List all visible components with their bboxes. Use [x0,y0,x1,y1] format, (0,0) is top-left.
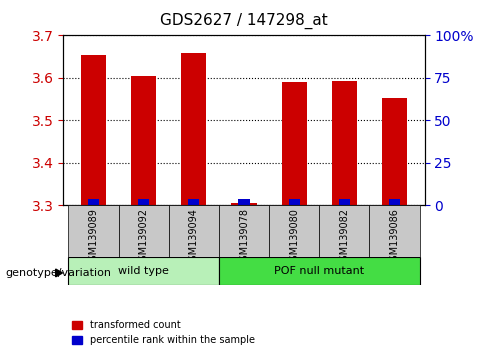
Text: wild type: wild type [118,266,169,276]
Text: GDS2627 / 147298_at: GDS2627 / 147298_at [160,12,328,29]
Text: GSM139078: GSM139078 [239,208,249,267]
Bar [88,199,99,205]
Bar [339,199,350,205]
Bar [231,203,257,205]
Polygon shape [56,269,62,277]
Bar [369,205,420,257]
Text: GSM139086: GSM139086 [389,208,400,267]
Text: GSM139082: GSM139082 [339,208,349,267]
Bar [169,205,219,257]
Bar [131,76,156,205]
Text: GSM139089: GSM139089 [88,208,99,267]
Bar [319,205,369,257]
Bar [182,53,206,205]
Legend: transformed count, percentile rank within the sample: transformed count, percentile rank withi… [68,316,259,349]
Bar [389,199,400,205]
Bar [188,199,200,205]
Bar [68,257,219,285]
Text: POF null mutant: POF null mutant [274,266,365,276]
Text: GSM139080: GSM139080 [289,208,299,267]
Bar [288,199,300,205]
Bar [119,205,169,257]
Bar [219,257,420,285]
Bar [219,205,269,257]
Bar [81,55,106,205]
Text: GSM139094: GSM139094 [189,208,199,267]
Bar [238,199,250,205]
Text: GSM139092: GSM139092 [139,208,149,267]
Bar [332,81,357,205]
Bar [382,98,407,205]
Bar [68,205,119,257]
Bar [282,82,306,205]
Bar [138,199,149,205]
Bar [269,205,319,257]
Text: genotype/variation: genotype/variation [5,268,111,278]
